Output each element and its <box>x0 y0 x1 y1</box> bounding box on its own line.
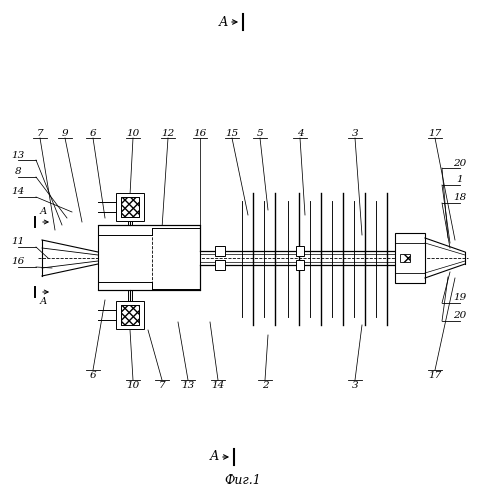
Text: 20: 20 <box>452 158 466 168</box>
Text: А: А <box>218 16 227 28</box>
Text: 18: 18 <box>452 194 466 202</box>
Text: 12: 12 <box>161 128 174 138</box>
Text: 10: 10 <box>126 380 140 390</box>
Text: 3: 3 <box>351 128 358 138</box>
Text: 13: 13 <box>181 380 194 390</box>
Bar <box>295 246 304 256</box>
Bar <box>98 225 200 290</box>
Text: 11: 11 <box>11 238 24 246</box>
Text: 13: 13 <box>11 150 24 160</box>
Bar <box>121 197 139 217</box>
Bar <box>215 246 224 256</box>
Text: 3: 3 <box>351 380 358 390</box>
Bar <box>295 260 304 270</box>
Text: 10: 10 <box>126 128 140 138</box>
Text: Фиг.1: Фиг.1 <box>224 474 261 488</box>
Bar <box>121 197 139 217</box>
Text: 5: 5 <box>256 128 263 138</box>
Text: 1: 1 <box>456 176 462 184</box>
Text: 7: 7 <box>159 380 165 390</box>
Text: А: А <box>39 208 46 216</box>
Bar <box>215 260 224 270</box>
Text: 7: 7 <box>37 128 43 138</box>
Text: 14: 14 <box>11 188 24 196</box>
Bar <box>116 193 143 221</box>
Bar <box>121 305 139 325</box>
Text: 6: 6 <box>89 128 96 138</box>
Text: 19: 19 <box>452 294 466 302</box>
Text: А: А <box>209 450 218 464</box>
Text: 15: 15 <box>225 128 238 138</box>
Bar <box>399 254 409 262</box>
Text: 9: 9 <box>61 128 68 138</box>
Bar <box>116 301 143 329</box>
Text: 17: 17 <box>427 370 441 380</box>
Text: 14: 14 <box>211 380 224 390</box>
Bar <box>121 305 139 325</box>
Bar <box>394 233 424 283</box>
Text: 20: 20 <box>452 312 466 320</box>
Text: 4: 4 <box>296 128 303 138</box>
Text: А: А <box>39 298 46 306</box>
Text: 2: 2 <box>261 380 268 390</box>
Text: 16: 16 <box>11 258 24 266</box>
Text: 8: 8 <box>15 168 21 176</box>
Text: 6: 6 <box>89 370 96 380</box>
Text: 17: 17 <box>427 128 441 138</box>
Text: 16: 16 <box>193 128 206 138</box>
